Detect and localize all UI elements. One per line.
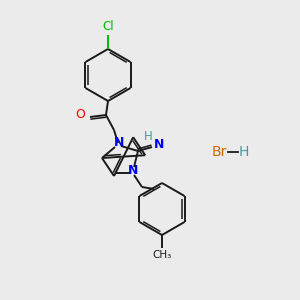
Text: N: N <box>114 136 124 148</box>
Text: Br: Br <box>212 145 227 159</box>
Text: N: N <box>128 164 138 178</box>
Text: CH₃: CH₃ <box>152 250 172 260</box>
Text: Cl: Cl <box>102 20 114 33</box>
Text: N: N <box>154 139 164 152</box>
Text: H: H <box>239 145 249 159</box>
Text: O: O <box>75 109 85 122</box>
Text: H: H <box>144 130 152 143</box>
